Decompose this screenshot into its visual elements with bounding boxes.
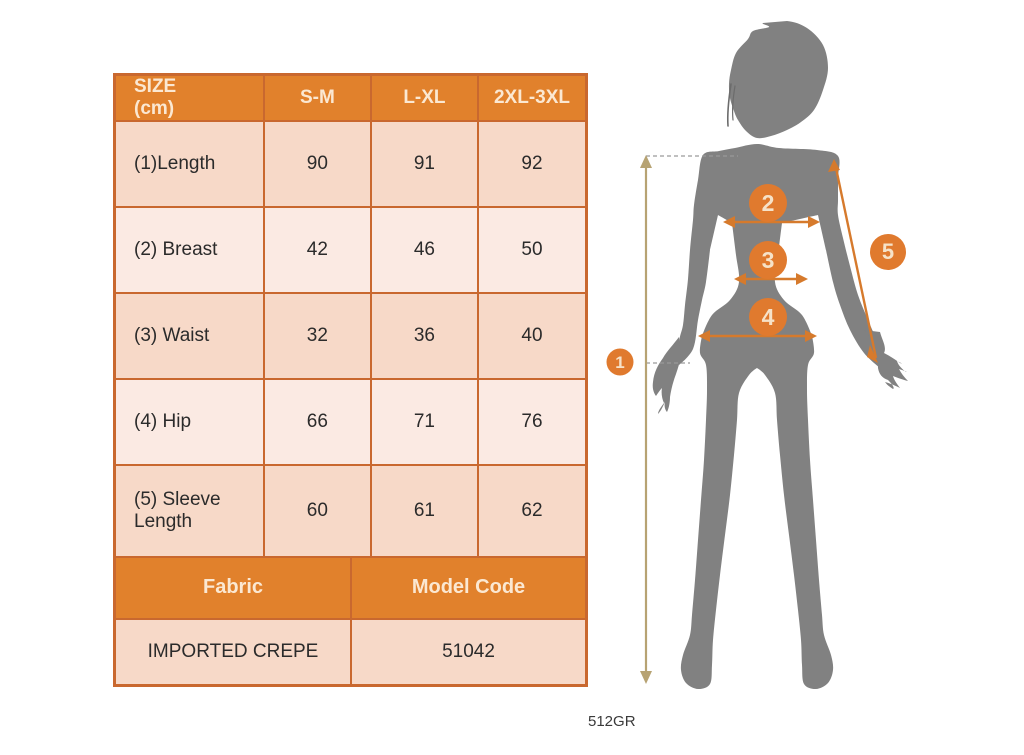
svg-text:5: 5 bbox=[882, 239, 894, 264]
svg-text:4: 4 bbox=[762, 304, 775, 330]
svg-text:2: 2 bbox=[762, 190, 775, 216]
svg-text:3: 3 bbox=[762, 247, 775, 273]
svg-text:1: 1 bbox=[615, 353, 624, 372]
